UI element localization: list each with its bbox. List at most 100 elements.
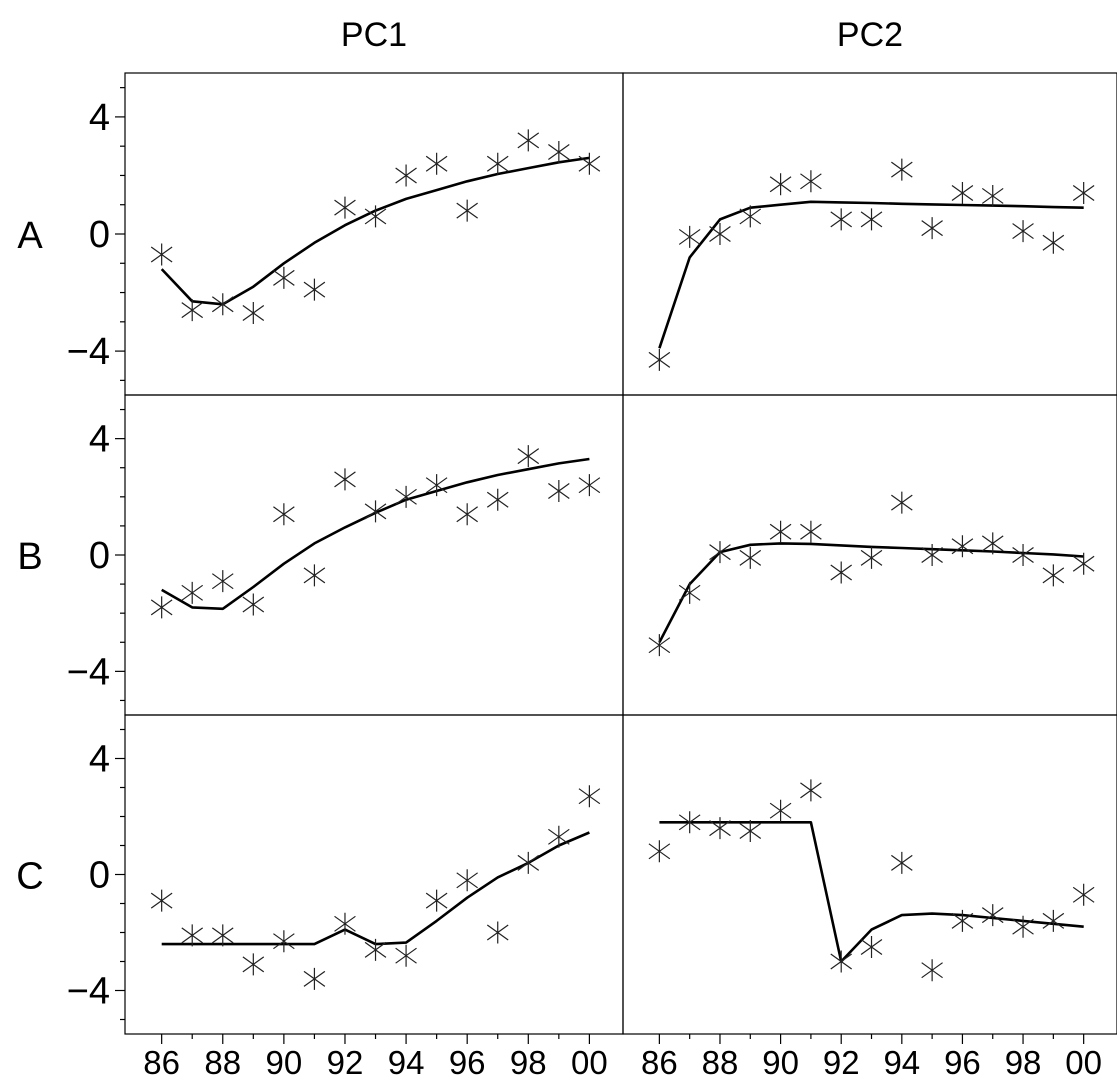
observed-point-b-pc2 (921, 544, 943, 566)
observed-point-b-pc2 (981, 532, 1004, 555)
observed-point-c-pc1 (211, 924, 234, 947)
observed-point-b-pc1 (273, 503, 295, 526)
observed-point-c-pc1 (548, 825, 570, 848)
observed-point-c-pc1 (486, 921, 509, 944)
observed-point-b-pc1 (364, 500, 387, 523)
observed-point-b-pc1 (395, 485, 417, 508)
observed-point-c-pc2 (678, 811, 701, 834)
fitted-line-a-pc1 (160, 156, 590, 306)
y-tick-label: 4 (89, 97, 110, 139)
observed-point-b-pc2 (1072, 552, 1095, 575)
x-tick-label: 94 (883, 1044, 920, 1081)
observed-point-b-pc2 (678, 581, 701, 604)
observed-point-b-pc1 (456, 503, 478, 526)
observed-point-a-pc1 (211, 293, 234, 316)
observed-point-b-pc2 (800, 520, 822, 543)
observed-point-c-pc1 (456, 869, 478, 892)
observed-point-c-pc2 (830, 950, 853, 973)
x-tick-label: 90 (762, 1044, 799, 1081)
observed-point-b-pc2 (860, 546, 883, 569)
observed-point-c-pc1 (242, 953, 265, 976)
x-tick-label: 92 (823, 1044, 860, 1081)
observed-point-a-pc2 (709, 223, 731, 245)
observed-point-c-pc1 (425, 889, 448, 912)
y-tick-label: 0 (89, 214, 110, 256)
observed-point-b-pc1 (303, 564, 326, 587)
observed-point-c-pc1 (364, 938, 387, 961)
observed-point-b-pc1 (425, 474, 448, 497)
observed-point-c-pc2 (739, 820, 762, 842)
observed-point-a-pc2 (951, 182, 974, 205)
observed-point-c-pc2 (1012, 915, 1034, 938)
panel-frame-c-pc1 (124, 714, 624, 1035)
x-tick-label: 88 (204, 1044, 241, 1081)
x-tick-label: 86 (641, 1044, 678, 1081)
observed-point-c-pc1 (150, 889, 173, 912)
fitted-line-b-pc1 (161, 457, 590, 611)
observed-point-b-pc2 (951, 535, 974, 558)
observed-point-b-pc2 (830, 561, 853, 584)
observed-point-a-pc1 (486, 152, 509, 175)
observed-point-a-pc1 (242, 302, 265, 325)
observed-point-a-pc2 (769, 173, 792, 196)
fitted-line-b-pc2 (658, 542, 1084, 643)
observed-point-a-pc1 (578, 152, 601, 175)
observed-point-a-pc1 (456, 199, 478, 222)
panel-frame-c-pc2 (622, 714, 1117, 1035)
observed-point-a-pc2 (891, 158, 913, 181)
panel-frame-a-pc2 (622, 72, 1117, 396)
observed-point-b-pc1 (181, 581, 204, 604)
observed-point-b-pc1 (334, 468, 356, 491)
observed-point-a-pc2 (981, 184, 1004, 207)
column-title-pc1: PC1 (341, 16, 407, 54)
observed-point-b-pc1 (548, 480, 570, 502)
x-tick-label: 96 (944, 1044, 981, 1081)
column-title-pc2: PC2 (837, 16, 903, 54)
observed-point-c-pc1 (395, 944, 417, 967)
y-tick-label: −4 (67, 331, 110, 373)
observed-point-a-pc2 (800, 170, 822, 193)
x-tick-label: 98 (1005, 1044, 1042, 1081)
observed-point-c-pc2 (709, 817, 731, 840)
panel-frame-a-pc1 (124, 72, 624, 396)
observed-point-c-pc2 (769, 799, 792, 822)
observed-point-c-pc2 (921, 959, 943, 982)
y-tick-label: −4 (67, 651, 110, 693)
observed-point-a-pc1 (395, 164, 417, 187)
observed-point-b-pc2 (709, 541, 731, 564)
observed-point-a-pc2 (739, 205, 762, 228)
x-tick-label: 98 (510, 1044, 547, 1081)
x-tick-label: 00 (571, 1044, 608, 1081)
x-tick-label: 00 (1065, 1044, 1102, 1081)
x-tick-label: 86 (143, 1044, 180, 1081)
observed-point-c-pc1 (273, 930, 295, 953)
observed-point-c-pc2 (800, 779, 822, 802)
row-label-b: B (17, 536, 42, 578)
observed-point-a-pc1 (303, 278, 326, 301)
observed-point-a-pc1 (181, 299, 204, 322)
observed-point-a-pc1 (364, 205, 387, 228)
x-tick-label: 88 (702, 1044, 739, 1081)
observed-point-a-pc1 (425, 152, 448, 175)
observed-point-b-pc2 (739, 546, 762, 569)
x-tick-label: 94 (388, 1044, 425, 1081)
x-tick-label: 90 (266, 1044, 303, 1081)
observed-point-c-pc1 (303, 967, 326, 990)
observed-point-c-pc2 (860, 936, 883, 958)
observed-point-a-pc1 (517, 129, 540, 152)
observed-point-a-pc2 (830, 208, 853, 231)
observed-point-c-pc2 (1042, 909, 1065, 932)
observed-point-c-pc2 (981, 904, 1004, 927)
observed-point-c-pc1 (517, 851, 540, 874)
observed-point-b-pc1 (242, 593, 265, 616)
observed-point-b-pc2 (1042, 564, 1065, 587)
observed-point-b-pc1 (150, 596, 173, 619)
y-tick-label: −4 (67, 971, 110, 1013)
observed-point-b-pc2 (769, 520, 792, 543)
y-tick-label: 0 (89, 855, 110, 897)
observed-point-a-pc1 (150, 243, 173, 266)
observed-point-b-pc1 (578, 474, 601, 497)
observed-point-a-pc2 (1012, 220, 1034, 243)
fitted-line-c-pc1 (161, 831, 590, 946)
